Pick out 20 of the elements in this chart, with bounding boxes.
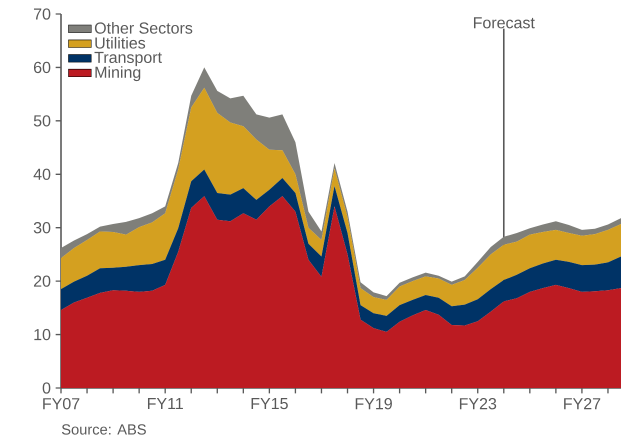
- y-tick-label: 0: [42, 382, 50, 394]
- source-note: Source: ABS: [62, 424, 146, 435]
- y-tick-label: 40: [34, 168, 50, 180]
- x-tick-label: FY07: [43, 398, 80, 410]
- x-tick-label: FY15: [252, 398, 288, 410]
- legend-label: Mining: [95, 66, 140, 82]
- legend-label: Transport: [94, 52, 162, 66]
- x-tick-label: FY11: [148, 398, 183, 410]
- y-tick-label: 30: [34, 222, 50, 234]
- annotation: Forecast: [474, 17, 535, 28]
- y-tick-label: 10: [34, 328, 50, 340]
- x-tick-label: FY19: [356, 398, 392, 410]
- legend-label: Other Sectors: [94, 22, 192, 34]
- y-tick-label: 60: [34, 62, 50, 74]
- y-tick-label: 50: [34, 115, 50, 126]
- x-tick-label: FY23: [460, 398, 496, 410]
- legend-label: Utilities: [95, 36, 146, 49]
- y-tick-label: 20: [34, 275, 50, 287]
- x-tick-label: FY27: [564, 398, 600, 410]
- y-tick-label: 70: [34, 8, 50, 20]
